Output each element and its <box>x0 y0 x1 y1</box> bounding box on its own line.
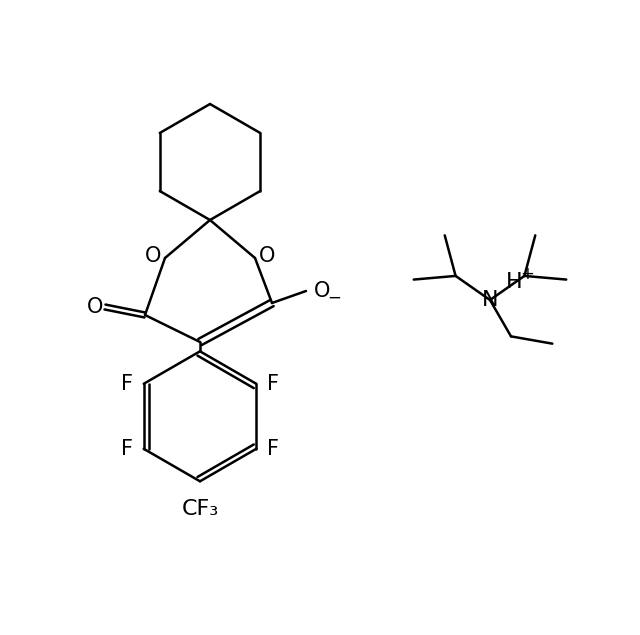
Text: F: F <box>268 439 279 459</box>
Text: H: H <box>506 272 523 292</box>
Text: O: O <box>314 281 330 301</box>
Text: O: O <box>145 246 161 266</box>
Text: F: F <box>121 439 132 459</box>
Text: +: + <box>520 265 534 283</box>
Text: O: O <box>87 297 103 317</box>
Text: F: F <box>268 374 279 394</box>
Text: N: N <box>482 290 499 310</box>
Text: F: F <box>121 374 132 394</box>
Text: −: − <box>327 289 341 307</box>
Text: O: O <box>259 246 275 266</box>
Text: CF₃: CF₃ <box>181 499 219 519</box>
